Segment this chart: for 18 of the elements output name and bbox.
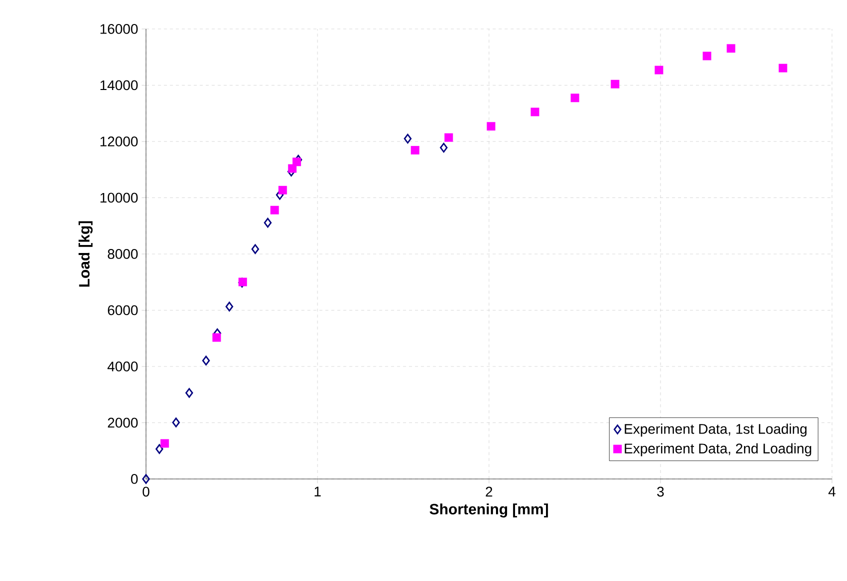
x-axis-title: Shortening [mm] [430, 503, 548, 518]
y-axis-title: Load [kg] [78, 221, 93, 287]
y-tick-label: 4000 [108, 362, 138, 372]
x-tick-label: 2 [486, 486, 492, 496]
y-tick-label: 8000 [108, 249, 138, 259]
legend-label: Experiment Data, 1st Loading [624, 424, 807, 437]
x-tick-label: 4 [828, 486, 836, 496]
y-tick-label: 0 [131, 474, 138, 484]
legend-label: Experiment Data, 2nd Loading [624, 443, 812, 456]
y-tick-label: 2000 [108, 418, 138, 428]
x-tick-label: 0 [142, 486, 150, 497]
y-tick-label: 16000 [100, 24, 138, 34]
x-tick-label: 1 [314, 486, 321, 496]
y-tick-label: 12000 [100, 136, 138, 146]
x-tick-label: 3 [657, 486, 664, 497]
y-tick-label: 10000 [100, 192, 138, 203]
y-tick-label: 6000 [108, 305, 138, 316]
y-tick-label: 14000 [100, 80, 138, 90]
